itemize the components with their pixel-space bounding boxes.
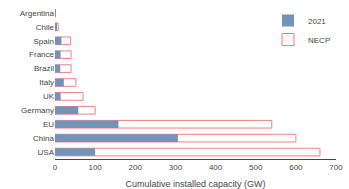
svg-text:Italy: Italy [39, 78, 54, 87]
svg-text:700: 700 [329, 163, 343, 172]
svg-text:0: 0 [53, 163, 58, 172]
svg-text:France: France [29, 50, 54, 59]
svg-text:2021: 2021 [308, 17, 326, 26]
svg-text:200: 200 [129, 163, 143, 172]
svg-text:Cumulative installed capacity: Cumulative installed capacity (GW) [125, 179, 265, 189]
svg-text:Spain: Spain [34, 37, 54, 46]
svg-text:400: 400 [209, 163, 223, 172]
svg-text:600: 600 [289, 163, 303, 172]
svg-text:500: 500 [249, 163, 263, 172]
svg-text:Brazil: Brazil [34, 64, 54, 73]
svg-text:Chile: Chile [36, 23, 55, 32]
svg-text:EU: EU [43, 120, 54, 129]
svg-text:300: 300 [169, 163, 183, 172]
svg-text:China: China [33, 134, 54, 143]
svg-text:USA: USA [38, 148, 55, 157]
svg-text:Germany: Germany [21, 106, 54, 115]
svg-text:UK: UK [43, 92, 55, 101]
svg-text:Argentina: Argentina [20, 9, 55, 18]
svg-text:NECP: NECP [308, 36, 330, 45]
svg-text:100: 100 [88, 163, 102, 172]
